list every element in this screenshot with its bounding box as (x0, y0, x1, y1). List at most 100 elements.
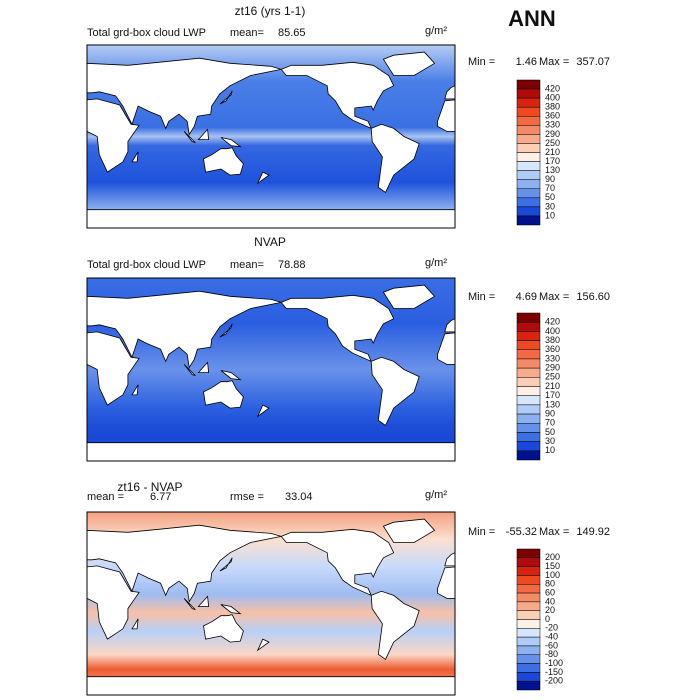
colorbar-label: 420 (545, 317, 560, 327)
colorbar-box (516, 645, 541, 655)
stat-value: 78.88 (278, 259, 306, 271)
colorbar-box (516, 680, 541, 691)
continent (256, 404, 270, 418)
colorbar-box (516, 628, 541, 638)
colorbar-label: 30 (545, 436, 555, 446)
stat-label: mean = (87, 491, 124, 503)
colorbar-label: 100 (545, 570, 560, 580)
continent (220, 604, 242, 615)
colorbar-label: 130 (545, 399, 560, 409)
colorbar-box (516, 610, 541, 620)
max-value: 357.07 (576, 56, 610, 68)
colorbar-box (516, 636, 541, 647)
colorbar-box (516, 170, 541, 180)
map-frame (86, 44, 456, 229)
colorbar-label: 50 (545, 192, 555, 202)
continent (131, 384, 139, 396)
colorbar-label: 70 (545, 183, 555, 193)
units: g/m² (425, 489, 447, 501)
colorbar-label: 130 (545, 165, 560, 175)
max-label: Max = (539, 56, 569, 68)
min-label: Min = (468, 56, 495, 68)
map-frame (86, 511, 456, 696)
units: g/m² (425, 257, 447, 269)
colorbar-label: 60 (545, 587, 555, 597)
colorbar-box (516, 557, 541, 567)
colorbar-box (516, 125, 541, 135)
colorbar-label: 150 (545, 561, 560, 571)
colorbar-box (516, 619, 541, 629)
max-label: Max = (539, 291, 569, 303)
continent (86, 676, 456, 696)
continent (86, 442, 456, 462)
units: g/m² (425, 25, 447, 37)
continent (220, 137, 242, 148)
variable-label: Total grd-box cloud LWP (87, 27, 206, 39)
min-label: Min = (468, 526, 495, 538)
colorbar-label: 90 (545, 174, 555, 184)
colorbar-box (516, 395, 541, 406)
continent (280, 294, 395, 363)
colorbar-box (516, 312, 541, 323)
colorbar-box (516, 367, 541, 378)
continent (220, 370, 242, 381)
continent (219, 557, 233, 572)
colorbar-label: 10 (545, 210, 555, 220)
colorbar-box (516, 152, 541, 162)
colorbar-box (516, 441, 541, 452)
colorbar-label: -20 (545, 623, 558, 633)
continent (444, 318, 456, 333)
continent (203, 147, 244, 176)
colorbar-box (516, 340, 541, 350)
stat-value: 85.65 (278, 27, 306, 39)
colorbar-box (516, 349, 541, 360)
continent (86, 565, 140, 640)
continent (219, 323, 233, 338)
continent (382, 51, 436, 76)
colorbar-box (516, 566, 541, 576)
colorbar-label: 400 (545, 93, 560, 103)
colorbar-label: 90 (545, 408, 555, 418)
colorbar-box (516, 663, 541, 673)
colorbar-box (516, 423, 541, 433)
colorbar-box (516, 215, 541, 226)
continent (280, 528, 395, 597)
colorbar-label: 40 (545, 596, 555, 606)
colorbar-label: 0 (545, 614, 550, 624)
colorbar-box (516, 386, 541, 396)
colorbar-label: 70 (545, 418, 555, 428)
stat-value: 33.04 (285, 491, 313, 503)
colorbar-box (516, 592, 541, 603)
colorbar-box (516, 88, 541, 99)
colorbar-label: 170 (545, 390, 560, 400)
max-value: 149.92 (576, 526, 610, 538)
continent (382, 284, 436, 309)
continent (86, 331, 140, 406)
stat-label: mean= (230, 27, 264, 39)
continent (86, 524, 282, 603)
colorbar-box (516, 197, 541, 208)
colorbar-box (516, 106, 541, 117)
map (86, 277, 456, 462)
continent (197, 595, 210, 607)
stat-label: rmse = (230, 491, 264, 503)
continent (382, 518, 436, 543)
colorbar-label: 20 (545, 605, 555, 615)
stat-value: 6.77 (150, 491, 171, 503)
colorbar-label: 420 (545, 83, 560, 93)
colorbar-box (516, 188, 541, 199)
colorbar-label: -200 (545, 676, 563, 686)
colorbar-box (516, 134, 541, 144)
colorbar-box (516, 432, 541, 442)
colorbar-box (516, 654, 541, 664)
colorbar-box (516, 206, 541, 217)
colorbar-box (516, 143, 541, 153)
continent (131, 151, 139, 163)
colorbar-label: 200 (545, 552, 560, 562)
colorbar-box (516, 321, 541, 332)
min-label: Min = (468, 291, 495, 303)
colorbar-box (516, 377, 541, 387)
colorbar-box (516, 584, 541, 594)
colorbar-box (516, 331, 541, 341)
